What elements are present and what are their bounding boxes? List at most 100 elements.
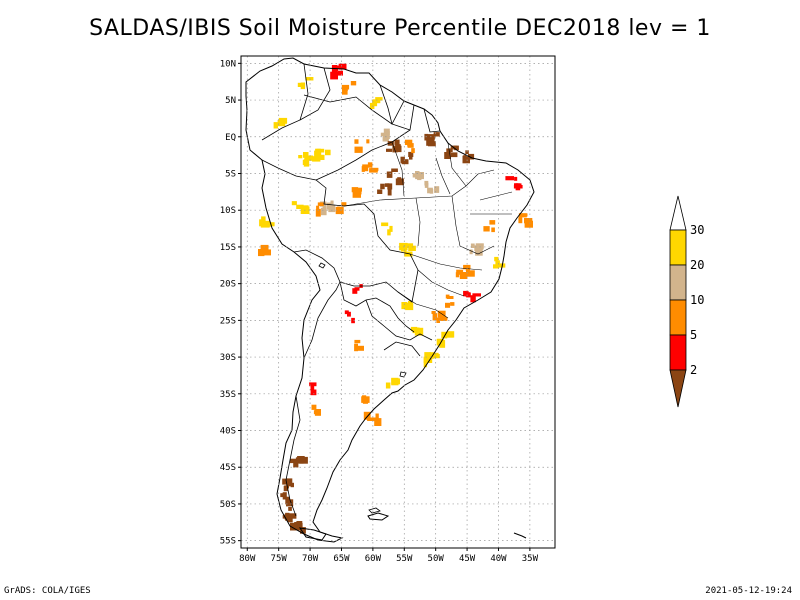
anomaly-cell (387, 141, 394, 146)
anomaly-cell (366, 139, 370, 144)
anomaly-cell (470, 243, 475, 248)
anomaly-cell (277, 119, 286, 127)
anomaly-cell (524, 218, 533, 224)
anomaly-cell (472, 293, 481, 297)
lat-tick-label: 25S (220, 316, 236, 326)
anomaly-cell (342, 85, 348, 91)
anomaly-cell (336, 65, 344, 69)
anomaly-cell (351, 317, 355, 324)
lat-tick-label: 40S (220, 427, 236, 437)
anomaly-cell (401, 244, 407, 252)
anomaly-cell (286, 499, 294, 507)
anomaly-cell (341, 202, 347, 207)
lon-tick-label: 55W (396, 554, 413, 564)
anomaly-cell (404, 139, 413, 145)
anomaly-cell (354, 339, 361, 344)
anomaly-cell (447, 333, 454, 338)
anomaly-cell (363, 411, 371, 420)
anomaly-cell (337, 206, 341, 211)
colorbar-label: 30 (690, 223, 704, 237)
anomaly-cell (407, 143, 411, 147)
anomaly-cell (314, 409, 321, 416)
anomaly-cell (300, 527, 306, 534)
anomaly-cell (475, 249, 483, 256)
lat-tick-label: 5S (225, 169, 236, 179)
anomaly-cell (394, 139, 400, 145)
colorbar-segment (669, 264, 687, 301)
lat-tick-label: 35S (220, 390, 236, 400)
anomaly-cell (354, 139, 359, 144)
lon-tick-label: 80W (239, 554, 256, 564)
lon-tick-label: 65W (333, 554, 350, 564)
anomaly-cell (518, 213, 527, 218)
anomaly-cell (371, 167, 379, 171)
anomaly-cell (260, 244, 269, 252)
anomaly-cell (429, 352, 435, 359)
anomaly-cell (377, 189, 383, 194)
anomaly-cell (505, 176, 514, 181)
lat-tick-label: 10N (220, 59, 236, 69)
anomaly-cell (408, 245, 416, 251)
anomaly-cell (305, 77, 314, 81)
anomaly-cell (450, 152, 458, 158)
anomaly-cell (392, 145, 398, 153)
anomaly-cell (317, 202, 324, 206)
anomaly-cell (260, 220, 270, 228)
anomaly-cell (491, 227, 495, 233)
anomaly-cell (284, 485, 289, 489)
anomaly-cell (386, 148, 393, 152)
anomaly-cell (514, 176, 518, 181)
anomaly-cell (418, 173, 423, 177)
anomaly-cell (391, 168, 398, 172)
anomaly-cell (427, 187, 433, 194)
lat-tick-label: 30S (220, 353, 236, 363)
lat-tick-label: 15S (220, 243, 236, 253)
anomaly-cell (300, 82, 306, 90)
anomaly-cell (311, 404, 317, 410)
anomaly-cell (320, 207, 327, 216)
lakes (318, 262, 407, 514)
anomaly-cell (465, 150, 469, 154)
anomaly-cell (310, 382, 315, 390)
anomaly-cell (436, 317, 440, 323)
anomaly-cell (322, 206, 327, 210)
anomaly-cell (444, 152, 451, 159)
colorbar-label: 2 (690, 363, 697, 377)
anomaly-cell (303, 152, 309, 158)
tierra-del-fuego (298, 527, 327, 541)
anomaly-cell (408, 301, 413, 307)
colorbar-segment (669, 334, 687, 371)
anomaly-cell (441, 331, 448, 339)
lat-tick-label: 50S (220, 500, 236, 510)
anomaly-cell (303, 159, 310, 167)
anomaly-cell (374, 418, 382, 426)
anomaly-cell (380, 132, 387, 137)
anomaly-cell (437, 310, 446, 318)
state-borders (343, 141, 513, 319)
anomaly-cell (384, 183, 390, 187)
anomaly-cell (401, 302, 408, 310)
anomaly-cell (412, 327, 420, 334)
anomaly-cell (463, 264, 471, 270)
anomaly-cell (405, 243, 414, 248)
anomaly-cell (424, 352, 431, 359)
anomaly-cell (408, 151, 414, 157)
anomaly-cell (288, 513, 297, 519)
anomaly-cell (296, 204, 304, 209)
colorbar-bottom-arrow (669, 369, 687, 408)
lat-tick-label: 20S (220, 280, 236, 290)
south-georgia (513, 532, 527, 539)
anomaly-cell (385, 382, 391, 389)
anomaly-cell (518, 217, 523, 224)
anomaly-cell (362, 164, 369, 172)
lon-tick-label: 75W (271, 554, 288, 564)
anomaly-cell (369, 102, 375, 109)
lat-tick-label: 55S (220, 537, 236, 547)
colorbar-top-arrow (669, 195, 687, 231)
anomaly-cell (372, 99, 378, 107)
anomaly-cell (325, 149, 331, 156)
software-credit: GrADS: COLA/IGES (4, 586, 91, 596)
anomaly-cell (475, 243, 484, 249)
anomaly-cell (263, 249, 271, 256)
anomaly-cell (286, 478, 293, 487)
